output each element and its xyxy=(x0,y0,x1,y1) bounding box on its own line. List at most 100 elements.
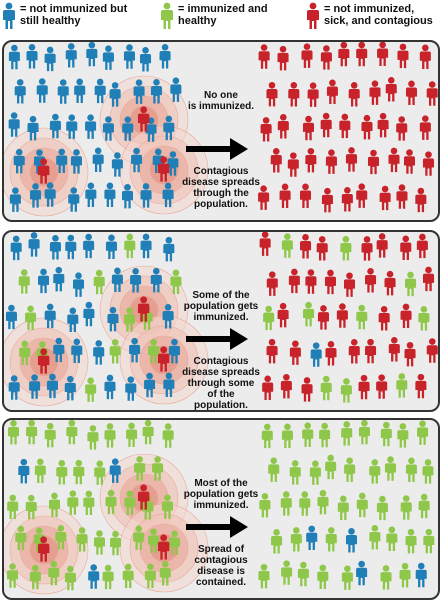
legend-sick-label: = not immunized, sick, and contagious xyxy=(324,3,433,27)
person-figure xyxy=(279,183,291,209)
person-figure xyxy=(37,348,50,374)
person-figure xyxy=(122,563,134,589)
person-figure xyxy=(87,425,99,450)
person-figure xyxy=(377,112,389,138)
person-figure xyxy=(111,267,123,292)
immunized-person-icon xyxy=(161,2,173,29)
person-figure xyxy=(161,494,173,519)
person-figure xyxy=(288,268,300,294)
person-figure xyxy=(7,494,19,520)
person-figure xyxy=(44,46,56,72)
person-figure xyxy=(348,339,360,364)
person-figure xyxy=(288,82,300,107)
person-figure xyxy=(358,374,370,400)
person-figure xyxy=(29,374,41,399)
person-figure xyxy=(384,456,397,481)
person-figure xyxy=(19,340,31,366)
person-figure xyxy=(369,459,381,484)
person-figure xyxy=(340,235,352,261)
person-figure xyxy=(8,112,20,137)
person-figure xyxy=(125,376,137,401)
person-figure xyxy=(8,375,20,400)
person-figure xyxy=(343,272,356,297)
person-figure xyxy=(281,560,293,585)
panel-caption-bottom: Contagious disease spreads through the p… xyxy=(182,166,260,210)
legend-sick: = not immunized, sick, and contagious xyxy=(306,2,433,30)
person-figure xyxy=(403,149,416,174)
person-figure xyxy=(139,47,152,72)
panel-caption-top: No one is immunized. xyxy=(187,90,255,112)
person-figure xyxy=(400,303,412,329)
person-figure xyxy=(137,106,150,132)
person-figure xyxy=(299,183,312,209)
person-figure xyxy=(301,43,313,68)
person-figure xyxy=(162,423,174,448)
population-scene xyxy=(4,232,438,407)
person-figure xyxy=(64,565,76,591)
person-figure xyxy=(144,563,156,589)
person-figure xyxy=(317,564,329,590)
person-figure xyxy=(300,234,312,259)
person-figure xyxy=(356,492,368,518)
person-figure xyxy=(140,233,152,259)
person-figure xyxy=(68,187,80,212)
person-figure xyxy=(336,303,348,328)
person-figure xyxy=(258,563,270,589)
person-figure xyxy=(316,236,328,261)
person-figure xyxy=(126,422,138,448)
person-figure xyxy=(356,42,368,67)
person-figure xyxy=(376,374,388,399)
person-figure xyxy=(163,372,175,398)
person-figure xyxy=(142,420,154,445)
person-figure xyxy=(404,341,416,367)
person-figure xyxy=(145,117,157,142)
person-figure xyxy=(325,341,337,366)
person-figure xyxy=(309,460,321,485)
person-figure xyxy=(258,44,270,69)
person-figure xyxy=(262,375,274,400)
person-figure xyxy=(163,115,175,141)
person-figure xyxy=(83,233,95,259)
person-figure xyxy=(74,78,86,104)
person-figure xyxy=(102,564,114,590)
person-figure xyxy=(338,42,350,67)
person-figure xyxy=(36,78,48,103)
person-figure xyxy=(162,303,174,329)
person-figure xyxy=(93,340,105,365)
person-figure xyxy=(361,114,373,140)
arrow-right-icon xyxy=(186,516,248,538)
person-figure xyxy=(85,114,97,139)
person-figure xyxy=(85,377,97,402)
person-figure xyxy=(44,303,56,329)
person-figure xyxy=(302,422,314,447)
person-figure xyxy=(378,306,390,331)
person-figure xyxy=(320,45,332,70)
person-figure xyxy=(150,267,162,293)
person-figure xyxy=(385,77,397,102)
person-figure xyxy=(396,116,408,141)
person-figure xyxy=(321,187,333,213)
person-figure xyxy=(65,234,77,260)
person-figure xyxy=(289,340,301,365)
person-figure xyxy=(122,116,134,141)
person-figure xyxy=(337,495,349,521)
person-figure xyxy=(325,454,337,480)
person-figure xyxy=(72,272,85,297)
person-figure xyxy=(405,271,417,297)
person-figure xyxy=(88,564,100,589)
person-figure xyxy=(317,305,329,330)
panel-caption-bottom: Spread of contagious disease is containe… xyxy=(194,544,248,588)
person-figure xyxy=(396,373,408,398)
person-figure xyxy=(259,232,271,256)
person-figure xyxy=(377,42,389,67)
person-figure xyxy=(386,526,398,551)
person-figure xyxy=(325,149,337,174)
person-figure xyxy=(163,236,175,262)
person-figure xyxy=(266,338,278,364)
person-figure xyxy=(85,182,97,207)
person-figure xyxy=(18,269,30,294)
person-figure xyxy=(305,147,317,173)
person-figure xyxy=(405,457,417,482)
person-figure xyxy=(65,43,77,68)
person-figure xyxy=(261,423,273,449)
